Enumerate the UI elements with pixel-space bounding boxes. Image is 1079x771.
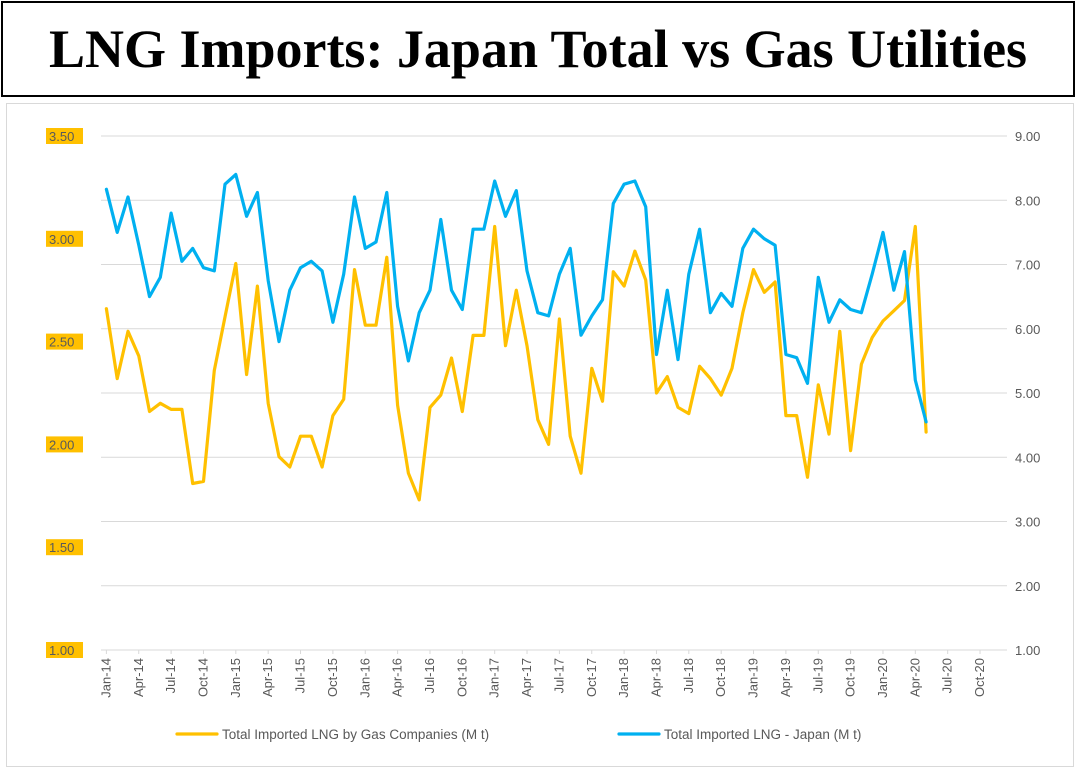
x-tick-label: Oct-20 <box>972 658 987 697</box>
x-tick-label: Apr-19 <box>778 658 793 697</box>
x-tick-label: Jan-14 <box>98 658 113 698</box>
x-tick-label: Jul-18 <box>681 658 696 693</box>
chart-area: 1.00 1.50 2.00 2.50 3.00 3.50 1.00 2.00 3.00 4.00… <box>6 103 1074 767</box>
x-tick-label: Apr-14 <box>131 658 146 697</box>
x-tick-label: Jan-16 <box>357 658 372 698</box>
legend-label: Total Imported LNG - Japan (M t) <box>664 727 861 742</box>
x-tick-label: Jan-15 <box>228 658 243 698</box>
series-line-japan-total <box>104 172 928 424</box>
left-tick-highlight <box>46 642 83 658</box>
right-tick-label: 2.00 <box>1015 579 1040 594</box>
x-axis: Jan-14 Apr-14 Jul-14 Oct-14 Jan-15 Apr-15 Jul-… <box>98 650 987 698</box>
x-tick-label: Oct-18 <box>713 658 728 697</box>
x-tick-label: Oct-19 <box>843 658 858 697</box>
x-tick-label: Apr-17 <box>519 658 534 697</box>
x-tick-label: Jan-19 <box>746 658 761 698</box>
chart-title: LNG Imports: Japan Total vs Gas Utilitie… <box>48 19 1028 79</box>
x-tick-label: Oct-14 <box>195 658 210 697</box>
legend: Total Imported LNG by Gas Companies (M t… <box>175 727 861 742</box>
left-tick-highlight <box>46 230 83 247</box>
chart-title-box: LNG Imports: Japan Total vs Gas Utilitie… <box>1 1 1075 97</box>
series-line-gas-companies <box>104 224 928 502</box>
x-tick-label: Jan-17 <box>487 658 502 698</box>
right-axis: 1.00 2.00 3.00 4.00 5.00 6.00 7.00 8.00 9.00 <box>1015 129 1040 658</box>
x-tick-label: Jul-19 <box>810 658 825 693</box>
x-tick-label: Apr-20 <box>907 658 922 697</box>
right-tick-label: 4.00 <box>1015 450 1040 465</box>
x-tick-label: Apr-15 <box>260 658 275 697</box>
x-tick-label: Jan-18 <box>616 658 631 698</box>
left-tick-label: 2.00 <box>49 437 74 452</box>
x-tick-label: Jan-20 <box>875 658 890 698</box>
left-axis: 1.00 1.50 2.00 2.50 3.00 3.50 <box>46 128 83 658</box>
left-tick-label: 1.50 <box>49 540 74 555</box>
left-tick-label: 1.00 <box>49 643 74 658</box>
x-tick-label: Apr-18 <box>648 658 663 697</box>
right-tick-label: 1.00 <box>1015 643 1040 658</box>
x-tick-label: Oct-16 <box>454 658 469 697</box>
right-tick-label: 3.00 <box>1015 515 1040 530</box>
x-tick-label: Jul-20 <box>940 658 955 693</box>
x-tick-label: Jul-17 <box>551 658 566 693</box>
legend-label: Total Imported LNG by Gas Companies (M t… <box>222 727 489 742</box>
right-tick-label: 7.00 <box>1015 258 1040 273</box>
right-tick-label: 6.00 <box>1015 322 1040 337</box>
x-tick-label: Jul-14 <box>163 658 178 693</box>
left-tick-highlight <box>46 128 83 144</box>
right-tick-label: 9.00 <box>1015 129 1040 144</box>
left-tick-highlight <box>46 539 83 556</box>
left-tick-highlight <box>46 333 83 350</box>
line-chart: 1.00 1.50 2.00 2.50 3.00 3.50 1.00 2.00 3.00 4.00… <box>46 128 1040 742</box>
left-tick-highlight <box>46 436 83 453</box>
x-tick-label: Oct-15 <box>325 658 340 697</box>
right-tick-label: 5.00 <box>1015 386 1040 401</box>
right-tick-label: 8.00 <box>1015 193 1040 208</box>
left-tick-label: 3.50 <box>49 129 74 144</box>
x-tick-label: Oct-17 <box>584 658 599 697</box>
x-tick-label: Jul-16 <box>422 658 437 693</box>
left-tick-label: 3.00 <box>49 232 74 247</box>
x-tick-label: Apr-16 <box>390 658 405 697</box>
left-tick-label: 2.50 <box>49 335 74 350</box>
x-tick-label: Jul-15 <box>293 658 308 693</box>
